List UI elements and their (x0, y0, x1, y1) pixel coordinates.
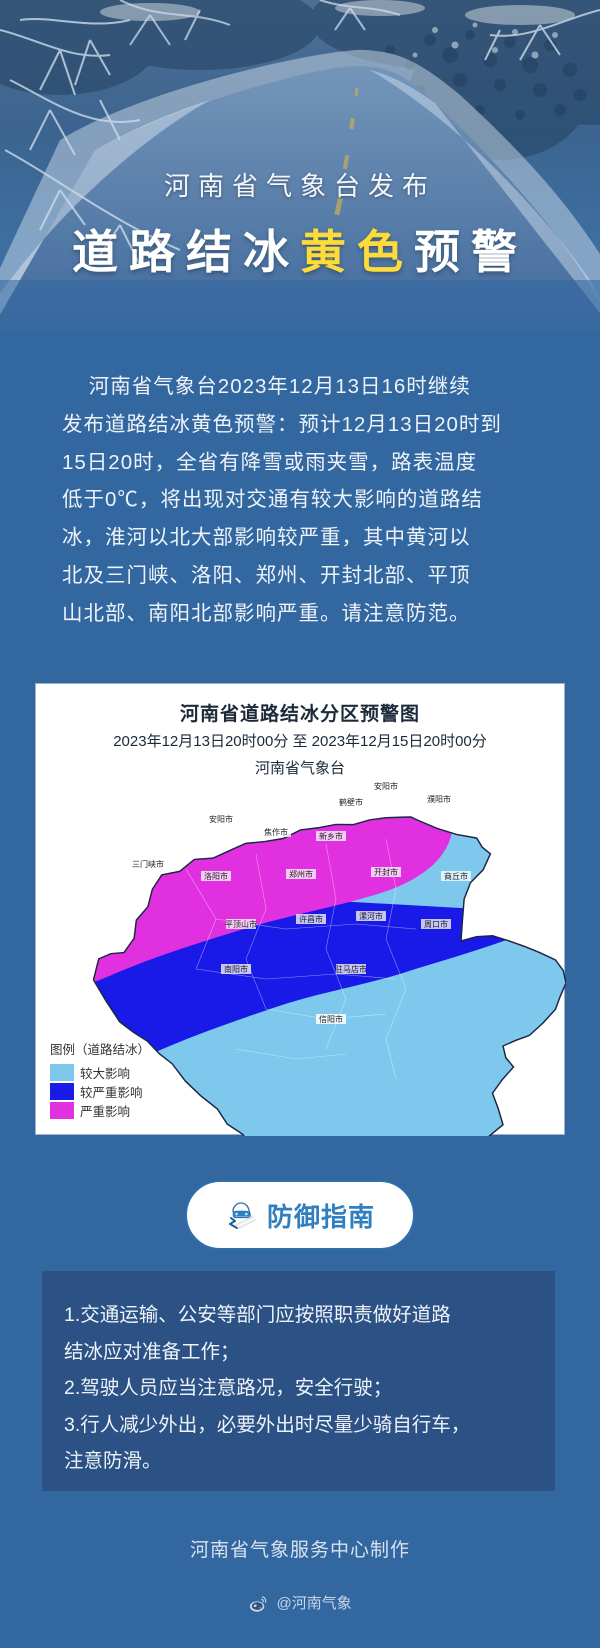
svg-text:鹤壁市: 鹤壁市 (339, 797, 363, 807)
svg-text:平顶山市: 平顶山市 (225, 919, 257, 929)
svg-text:驻马店市: 驻马店市 (335, 964, 367, 974)
svg-text:安阳市: 安阳市 (374, 781, 398, 791)
svg-text:南阳市: 南阳市 (224, 964, 248, 974)
svg-text:许昌市: 许昌市 (299, 914, 323, 924)
svg-text:焦作市: 焦作市 (264, 827, 288, 837)
svg-text:开封市: 开封市 (374, 867, 398, 877)
svg-text:信阳市: 信阳市 (319, 1014, 343, 1024)
svg-text:新乡市: 新乡市 (319, 831, 343, 841)
svg-text:漯河市: 漯河市 (359, 911, 383, 921)
svg-text:郑州市: 郑州市 (289, 869, 313, 879)
svg-text:三门峡市: 三门峡市 (132, 859, 164, 869)
svg-text:洛阳市: 洛阳市 (204, 871, 228, 881)
svg-text:商丘市: 商丘市 (444, 871, 468, 881)
svg-text:安阳市: 安阳市 (209, 814, 233, 824)
svg-text:濮阳市: 濮阳市 (427, 794, 451, 804)
svg-text:周口市: 周口市 (424, 919, 448, 929)
